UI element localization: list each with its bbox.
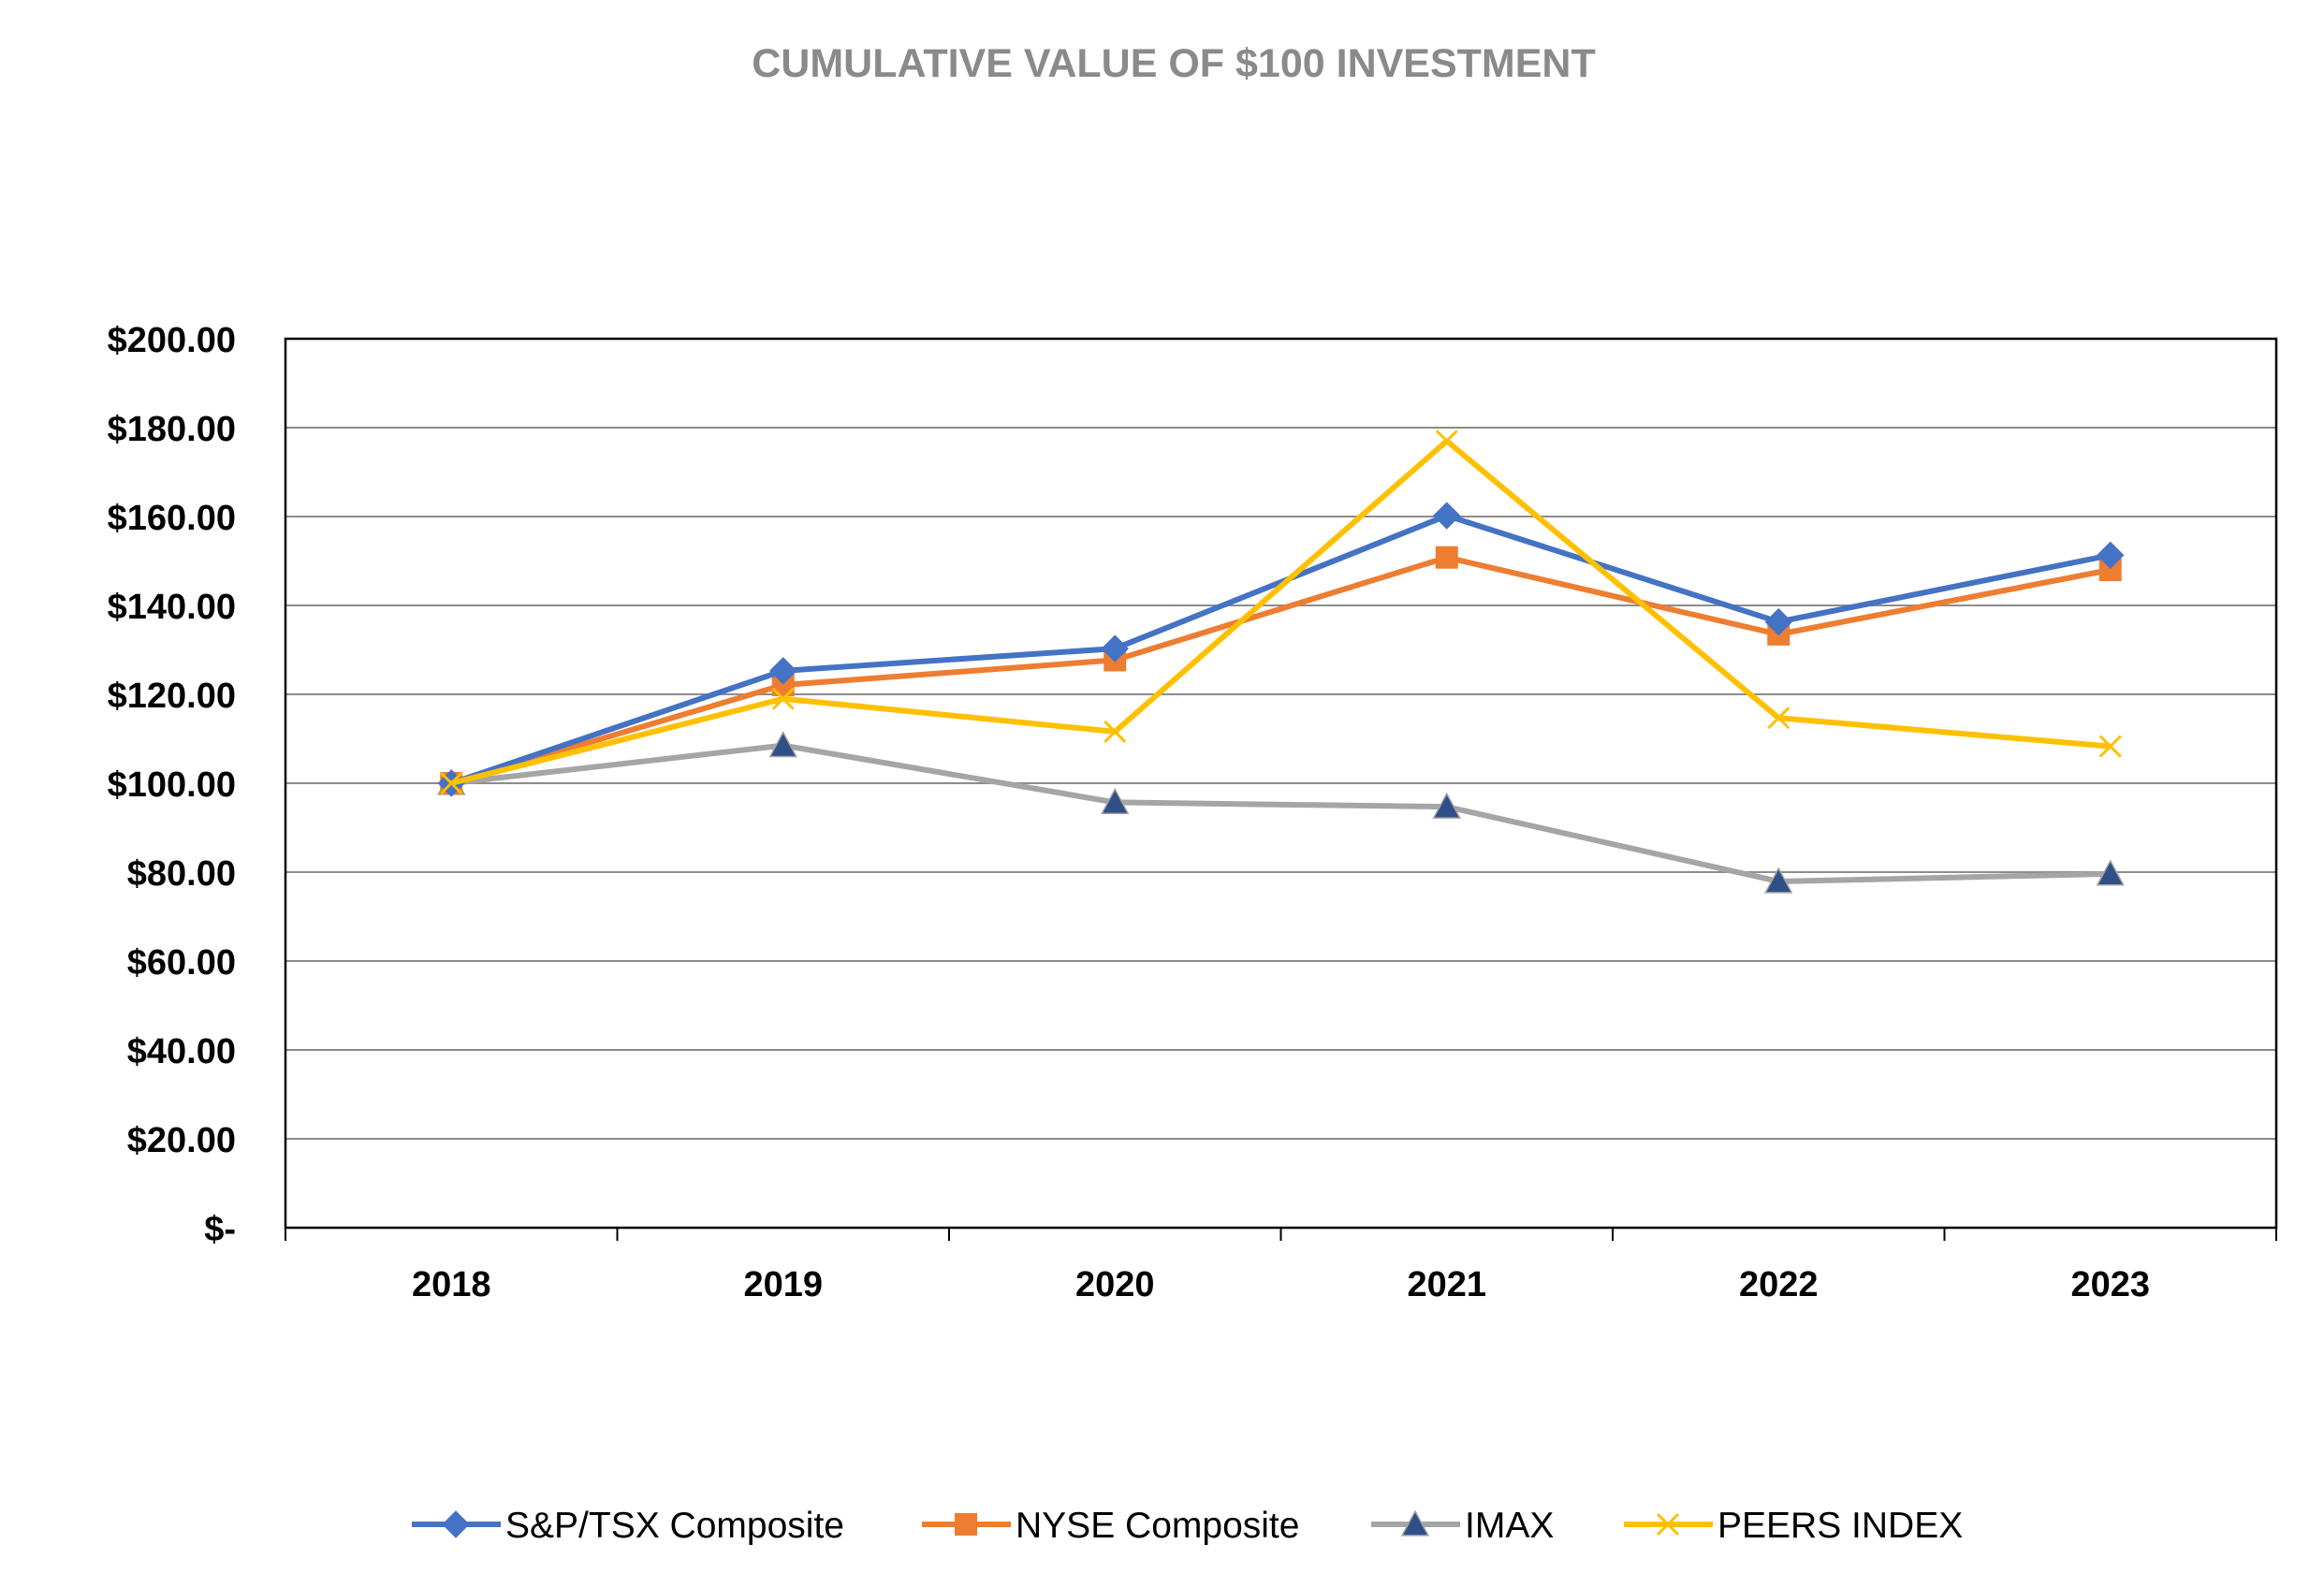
- data-point: [2096, 859, 2126, 886]
- grid-lines: [285, 427, 2276, 1140]
- y-tick-label: $160.00: [108, 499, 236, 538]
- y-tick-labels: $- $20.00 $40.00 $60.00 $80.00 $100.00 $120.00…: [108, 321, 236, 1249]
- y-tick-label: $60.00: [127, 943, 236, 983]
- data-point: [1100, 787, 1130, 815]
- data-point: [1432, 792, 1462, 819]
- series-line: [450, 438, 2112, 786]
- data-point: [771, 687, 795, 710]
- chart-title: CUMULATIVE VALUE OF $100 INVESTMENT: [752, 41, 1596, 86]
- y-tick-label: $80.00: [127, 854, 236, 894]
- series-s-p-tsx-composite: [437, 502, 2125, 797]
- y-tick-label: $-: [204, 1210, 236, 1249]
- y-tick-label: $120.00: [108, 677, 236, 716]
- legend-entry: S&P/TSX Composite: [412, 1506, 844, 1546]
- y-tick-label: $100.00: [108, 765, 236, 805]
- x-tick-label: 2021: [1407, 1265, 1486, 1304]
- x-tick-label: 2023: [2070, 1265, 2150, 1304]
- data-point: [1767, 706, 1791, 730]
- series-lines: [436, 430, 2126, 894]
- legend-marker: [1400, 1509, 1430, 1537]
- data-point: [769, 657, 797, 685]
- series-line: [450, 513, 2112, 786]
- legend-entry: IMAX: [1371, 1506, 1554, 1546]
- legend-label: S&P/TSX Composite: [505, 1506, 844, 1546]
- y-tick-label: $200.00: [108, 321, 236, 360]
- y-tick-label: $20.00: [127, 1121, 236, 1160]
- data-point: [2098, 735, 2122, 758]
- x-tick-label: 2018: [412, 1265, 491, 1304]
- legend: S&P/TSX Composite NYSE Composite IMAX PEERS…: [412, 1506, 1963, 1546]
- data-point: [440, 771, 463, 795]
- legend-marker: [442, 1510, 470, 1538]
- data-point: [1101, 634, 1129, 663]
- axes: [284, 337, 2278, 1241]
- y-tick-label: $40.00: [127, 1032, 236, 1071]
- legend-label: PEERS INDEX: [1717, 1506, 1963, 1546]
- y-tick-label: $180.00: [108, 410, 236, 449]
- series-line: [450, 554, 2112, 786]
- legend-entry: PEERS INDEX: [1624, 1506, 1963, 1546]
- data-point: [1104, 720, 1127, 743]
- legend-entry: NYSE Composite: [922, 1506, 1299, 1546]
- data-point: [768, 731, 798, 758]
- legend-marker: [1656, 1512, 1680, 1537]
- data-point: [1435, 546, 1458, 569]
- x-tick-labels: 2018 2019 2020 2021 2022 2023: [412, 1265, 2150, 1304]
- data-point: [2097, 541, 2125, 570]
- legend-marker: [955, 1513, 977, 1536]
- x-tick-label: 2022: [1739, 1265, 1819, 1304]
- data-point: [1763, 867, 1793, 894]
- series-peers-index: [440, 430, 2122, 795]
- series-imax: [436, 731, 2126, 894]
- legend-label: IMAX: [1465, 1506, 1554, 1546]
- legend-label: NYSE Composite: [1016, 1506, 1299, 1546]
- x-tick-label: 2019: [743, 1265, 823, 1304]
- y-tick-label: $140.00: [108, 588, 236, 627]
- data-point: [1433, 502, 1461, 530]
- data-point: [1764, 607, 1792, 636]
- x-tick-label: 2020: [1075, 1265, 1155, 1304]
- series-line: [450, 742, 2111, 884]
- data-point: [1435, 430, 1458, 453]
